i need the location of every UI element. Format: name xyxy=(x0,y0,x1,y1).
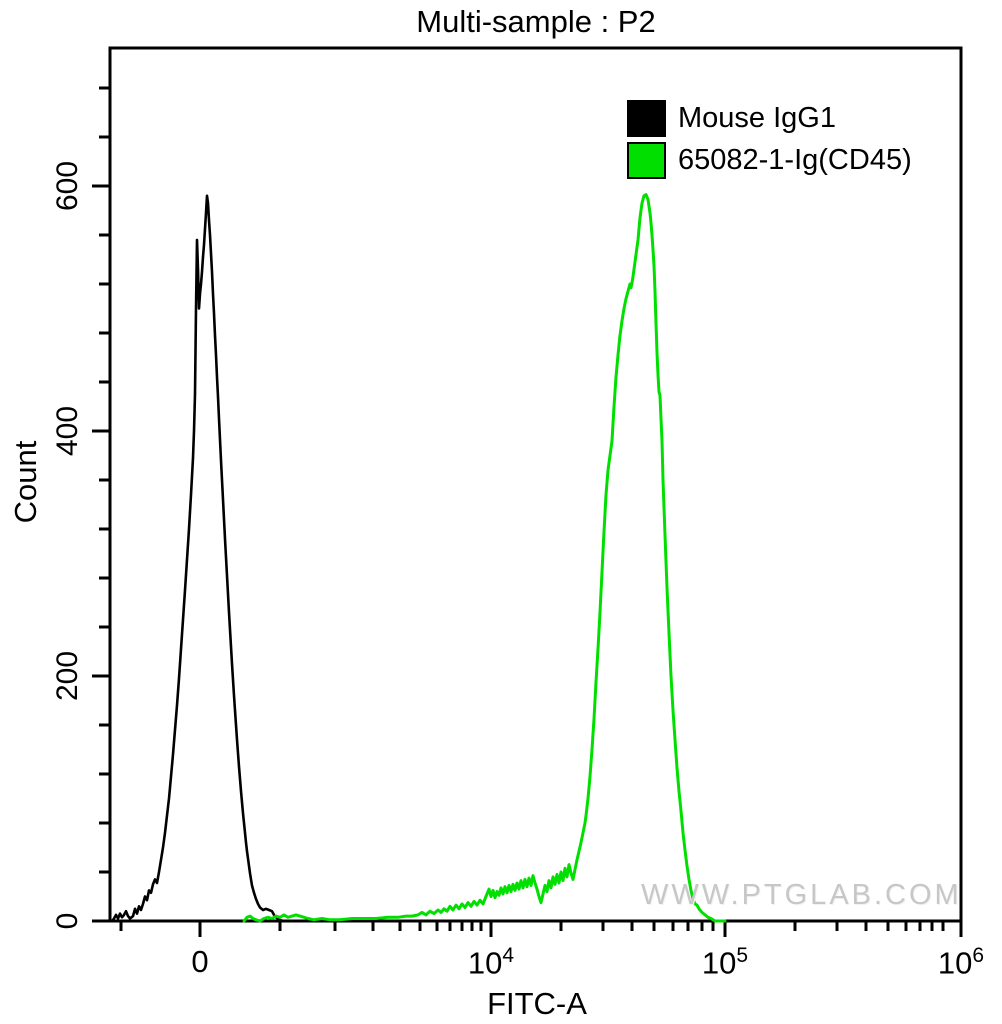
legend-item-cd45: 65082-1-Ig(CD45) xyxy=(627,141,912,179)
y-axis-label: Count xyxy=(8,440,43,524)
x-axis-label: FITC-A xyxy=(487,986,587,1021)
legend-label-cd45: 65082-1-Ig(CD45) xyxy=(678,144,912,176)
chart-title: Multi-sample : P2 xyxy=(416,4,656,39)
legend-label-igg1: Mouse IgG1 xyxy=(678,102,836,134)
igg1-swatch-icon xyxy=(627,99,666,137)
plot-border xyxy=(108,46,963,923)
legend: Mouse IgG1 65082-1-Ig(CD45) xyxy=(627,99,912,183)
series-curve-igg1 xyxy=(110,194,294,923)
cd45-swatch-icon xyxy=(627,141,666,179)
series-curve-cd45 xyxy=(242,193,727,923)
watermark: WWW.PTGLAB.COM xyxy=(641,879,962,911)
legend-item-igg1: Mouse IgG1 xyxy=(627,99,912,137)
